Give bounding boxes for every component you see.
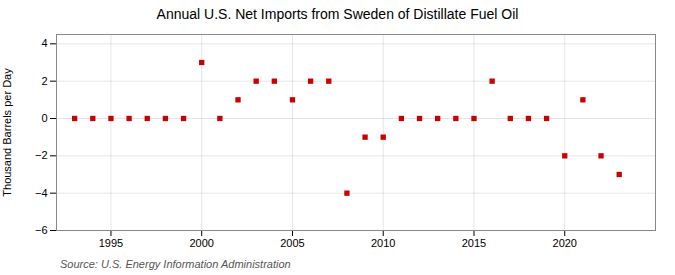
html-text:Source: U.S. Energy Informatio: Source: U.S. Energy Information Administ… (60, 258, 291, 270)
svg-text:2015: 2015 (462, 237, 486, 249)
svg-text:−4: −4 (35, 187, 48, 199)
svg-text:4: 4 (41, 37, 47, 49)
html-text:Annual U.S. Net Imports from S: Annual U.S. Net Imports from Sweden of D… (156, 6, 519, 22)
svg-text:−2: −2 (35, 149, 48, 161)
svg-text:2000: 2000 (189, 237, 213, 249)
svg-text:2020: 2020 (553, 237, 577, 249)
svg-text:2: 2 (41, 75, 47, 87)
svg-text:0: 0 (41, 112, 47, 124)
svg-text:1995: 1995 (99, 237, 123, 249)
svg-text:2005: 2005 (280, 237, 304, 249)
svg-text:Thousand Barrels per Day: Thousand Barrels per Day (1, 68, 13, 197)
svg-text:2010: 2010 (371, 237, 395, 249)
svg-text:−6: −6 (35, 224, 48, 236)
